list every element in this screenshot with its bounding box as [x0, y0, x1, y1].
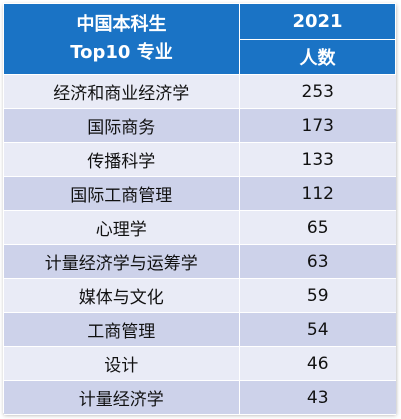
table-row: 计量经济学 43 [3, 380, 396, 415]
table-row: 国际商务 173 [3, 108, 396, 143]
count-cell: 54 [239, 312, 396, 347]
major-column-header: 中国本科生 Top10 专业 [3, 3, 240, 75]
major-cell: 设计 [3, 346, 240, 381]
count-cell: 43 [239, 380, 396, 415]
count-cell: 112 [239, 176, 396, 211]
table-row: 设计 46 [3, 346, 396, 381]
major-cell: 国际商务 [3, 108, 240, 143]
count-cell: 133 [239, 142, 396, 177]
major-header-line1: 中国本科生 [76, 14, 167, 35]
major-cell: 计量经济学与运筹学 [3, 244, 240, 279]
count-cell: 253 [239, 74, 396, 109]
major-cell: 国际工商管理 [3, 176, 240, 211]
table-body: 经济和商业经济学 253 国际商务 173 传播科学 133 国际工商管理 11… [3, 74, 396, 415]
count-cell: 63 [239, 244, 396, 279]
major-cell: 计量经济学 [3, 380, 240, 415]
major-cell: 传播科学 [3, 142, 240, 177]
table-row: 心理学 65 [3, 210, 396, 245]
table-frame: 中国本科生 Top10 专业 2021 人数 经济和商业经济学 253 国际商务… [3, 3, 396, 415]
table-header: 中国本科生 Top10 专业 2021 人数 [3, 3, 396, 75]
table-row: 国际工商管理 112 [3, 176, 396, 211]
table-row: 经济和商业经济学 253 [3, 74, 396, 109]
count-cell: 46 [239, 346, 396, 381]
major-cell: 媒体与文化 [3, 278, 240, 313]
table-row: 媒体与文化 59 [3, 278, 396, 313]
table-row: 计量经济学与运筹学 63 [3, 244, 396, 279]
major-cell: 心理学 [3, 210, 240, 245]
count-cell: 59 [239, 278, 396, 313]
count-header: 人数 [239, 38, 396, 75]
major-cell: 经济和商业经济学 [3, 74, 240, 109]
count-cell: 65 [239, 210, 396, 245]
year-header: 2021 [239, 3, 396, 40]
table-row: 工商管理 54 [3, 312, 396, 347]
top10-majors-table: 中国本科生 Top10 专业 2021 人数 经济和商业经济学 253 国际商务… [3, 3, 396, 415]
table-row: 传播科学 133 [3, 142, 396, 177]
major-header-line2: Top10 专业 [70, 42, 173, 63]
major-cell: 工商管理 [3, 312, 240, 347]
count-cell: 173 [239, 108, 396, 143]
